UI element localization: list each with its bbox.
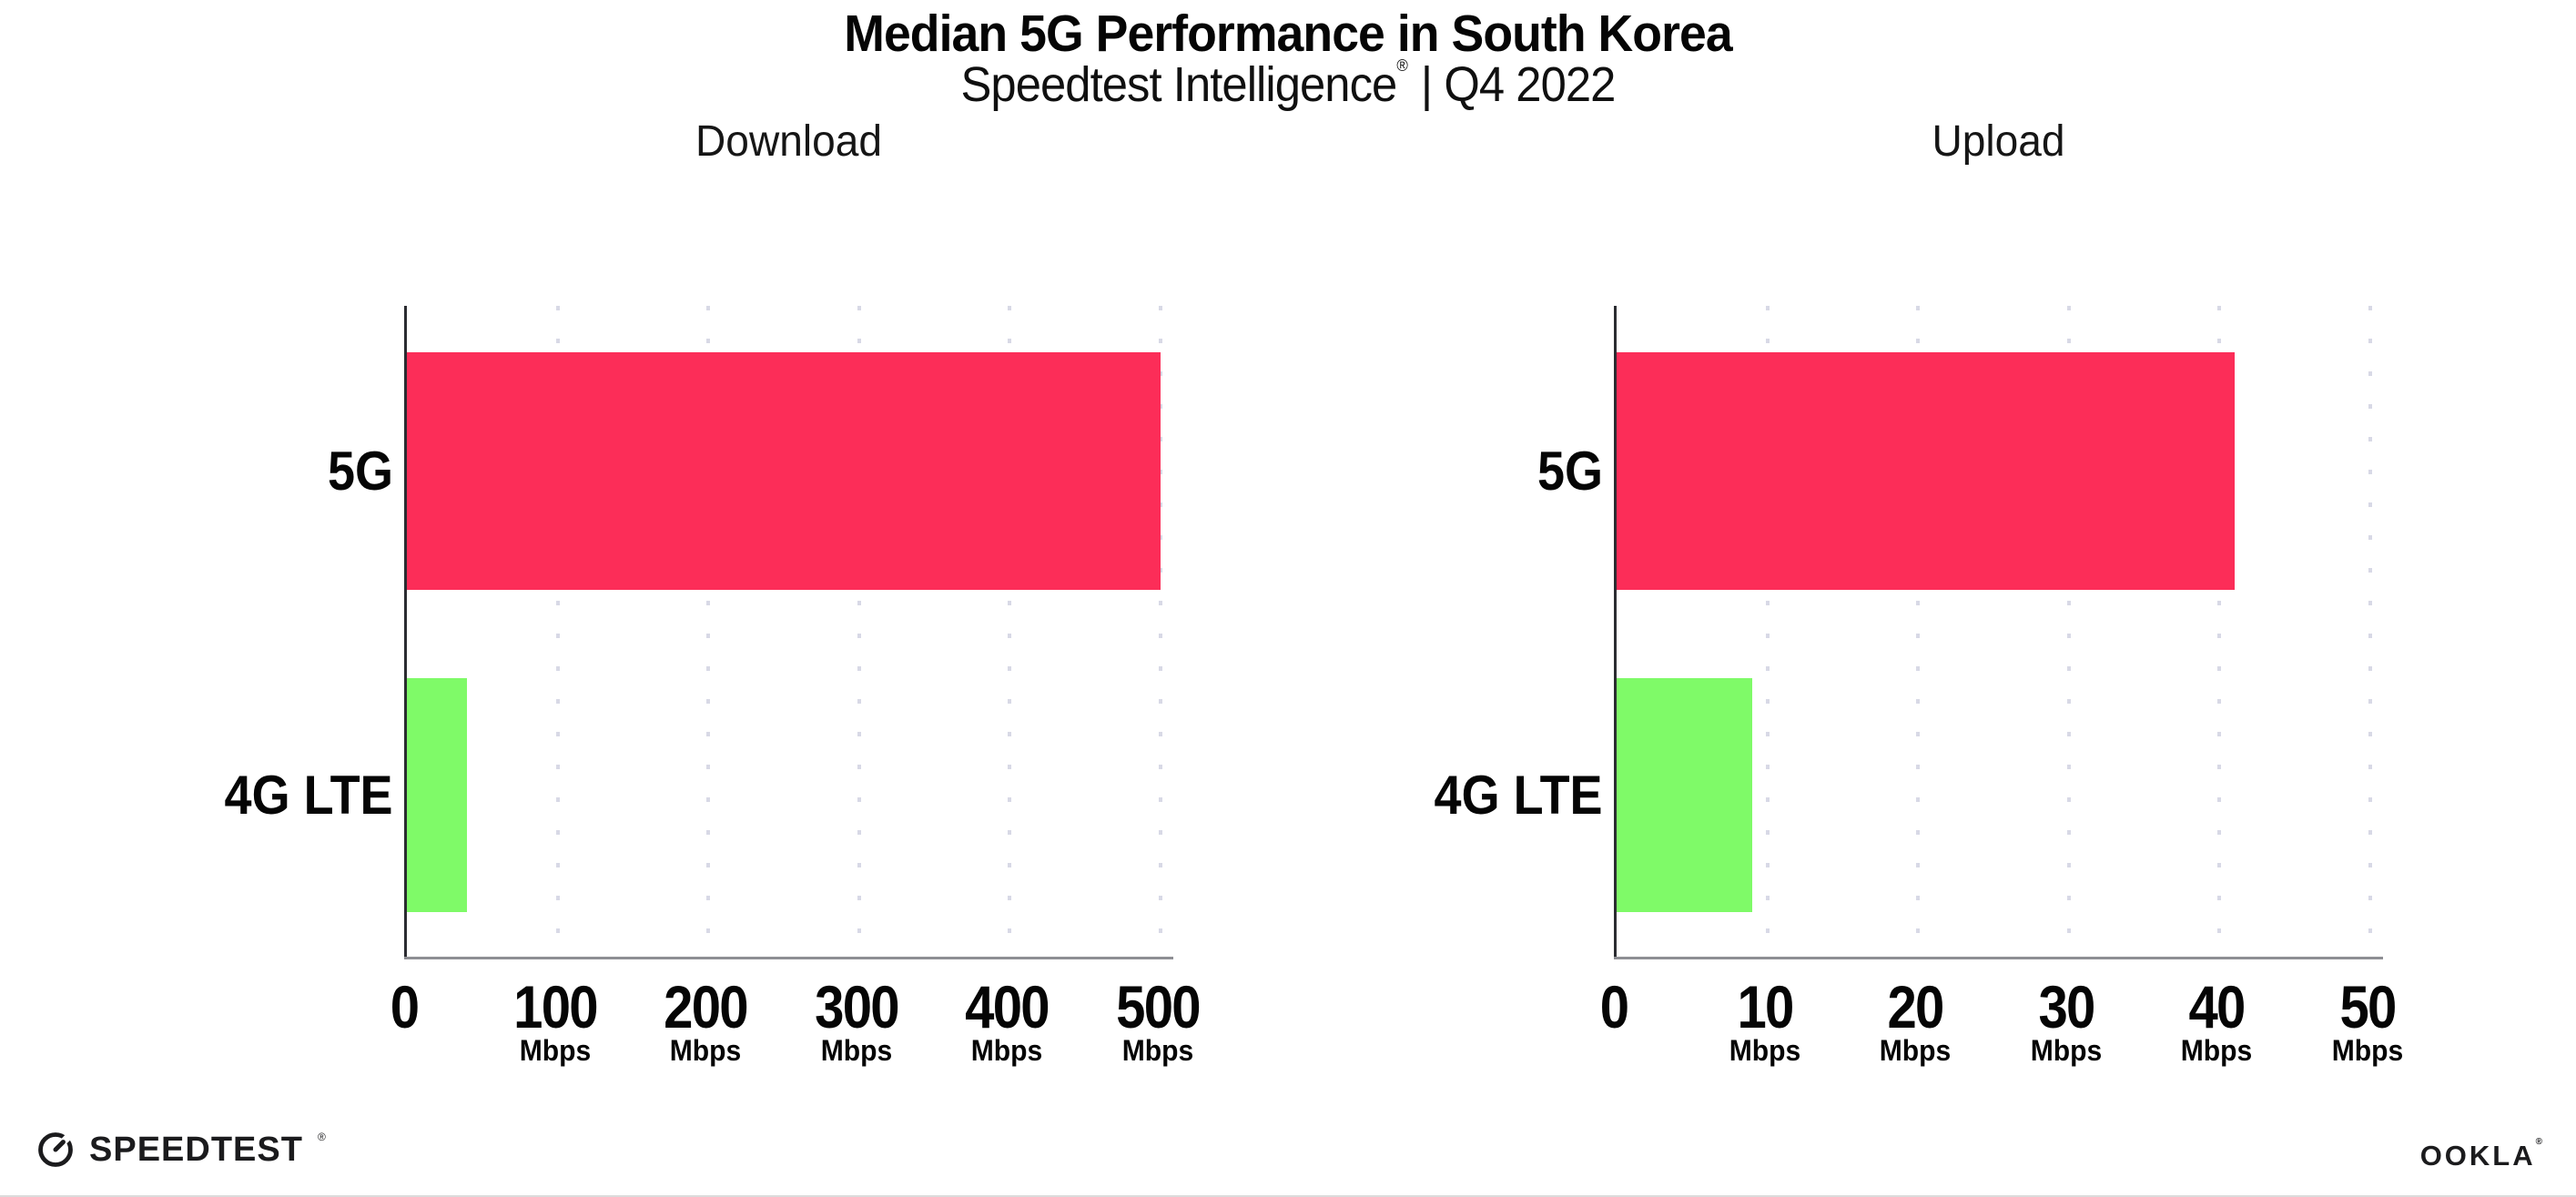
gridline-30 bbox=[2066, 306, 2071, 958]
gridline-50 bbox=[2368, 306, 2372, 958]
gridline-100 bbox=[555, 306, 560, 958]
gridline-500 bbox=[1159, 306, 1162, 958]
x-tick-value: 100 bbox=[512, 973, 598, 1040]
gridline-40 bbox=[2217, 306, 2222, 958]
x-tick-unit: Mbps bbox=[971, 1034, 1043, 1067]
gridline-20 bbox=[1916, 306, 1921, 958]
subtitle-period: | Q4 2022 bbox=[1420, 57, 1617, 112]
x-tick-value: 10 bbox=[1737, 973, 1794, 1040]
ookla-logo: OOKLA® bbox=[2419, 1136, 2545, 1172]
x-tick-download-0: 0 bbox=[389, 972, 421, 1041]
x-tick-download-100: 100 Mbps bbox=[508, 972, 603, 1068]
x-tick-value: 200 bbox=[664, 973, 748, 1040]
x-axis-download: 0 100 Mbps 200 Mbps 300 Mbps 400 Mbps 500 Mbps bbox=[390, 972, 1202, 1100]
bar-download-5g bbox=[407, 352, 1161, 590]
x-tick-upload-20: 20 Mbps bbox=[1877, 972, 1953, 1068]
page-subtitle: Speedtest Intelligence® | Q4 2022 bbox=[77, 56, 2499, 113]
x-tick-value: 30 bbox=[2038, 973, 2095, 1040]
download-chart-title: Download bbox=[695, 117, 882, 166]
plot-area-download bbox=[404, 306, 1173, 959]
x-tick-value: 400 bbox=[965, 973, 1050, 1040]
speedtest-wordmark: SPEEDTEST bbox=[89, 1130, 303, 1169]
speedtest-gauge-icon bbox=[38, 1131, 74, 1167]
x-tick-value: 20 bbox=[1887, 973, 1945, 1040]
x-tick-upload-30: 30 Mbps bbox=[2028, 972, 2104, 1068]
bar-download-4g-lte bbox=[407, 678, 468, 912]
x-tick-unit: Mbps bbox=[1879, 1034, 1952, 1067]
registered-trademark-mark: ® bbox=[1396, 56, 1407, 75]
x-tick-unit: Mbps bbox=[2030, 1034, 2103, 1067]
page-title: Median 5G Performance in South Korea bbox=[844, 5, 1732, 63]
x-tick-upload-0: 0 bbox=[1598, 972, 1630, 1041]
x-tick-unit: Mbps bbox=[669, 1034, 742, 1067]
gridline-200 bbox=[706, 306, 711, 958]
bar-upload-4g-lte bbox=[1617, 678, 1753, 912]
x-tick-upload-40: 40 Mbps bbox=[2179, 972, 2256, 1068]
category-label-5g-download: 5G bbox=[327, 441, 393, 502]
x-tick-upload-10: 10 Mbps bbox=[1727, 972, 1803, 1068]
x-tick-unit: Mbps bbox=[2331, 1034, 2404, 1067]
x-tick-unit: Mbps bbox=[1121, 1034, 1194, 1067]
x-tick-value: 40 bbox=[2188, 973, 2246, 1040]
x-tick-value: 50 bbox=[2339, 973, 2397, 1040]
subtitle-brand: Speedtest Intelligence bbox=[960, 57, 1398, 112]
speedtest-registered-mark: ® bbox=[317, 1131, 326, 1143]
x-tick-value: 0 bbox=[390, 973, 420, 1040]
category-label-4g-lte-download: 4G LTE bbox=[224, 765, 393, 826]
speedtest-logo: SPEEDTEST ® bbox=[35, 1129, 326, 1171]
x-tick-unit: Mbps bbox=[519, 1034, 591, 1067]
ookla-wordmark: OOKLA bbox=[2419, 1140, 2536, 1172]
category-label-5g-upload: 5G bbox=[1536, 441, 1603, 502]
upload-chart-title: Upload bbox=[1932, 117, 2065, 166]
x-tick-download-300: 300 Mbps bbox=[809, 972, 904, 1068]
x-tick-upload-50: 50 Mbps bbox=[2329, 972, 2406, 1068]
gridline-10 bbox=[1765, 306, 1770, 958]
x-tick-unit: Mbps bbox=[2181, 1034, 2253, 1067]
bar-upload-5g bbox=[1617, 352, 2235, 590]
x-tick-download-500: 500 Mbps bbox=[1111, 972, 1205, 1068]
x-tick-value: 500 bbox=[1116, 973, 1201, 1040]
category-label-4g-lte-upload: 4G LTE bbox=[1434, 765, 1603, 826]
x-tick-unit: Mbps bbox=[820, 1034, 893, 1067]
plot-area-upload bbox=[1614, 306, 2383, 959]
x-tick-download-200: 200 Mbps bbox=[658, 972, 753, 1068]
gridline-400 bbox=[1008, 306, 1012, 958]
x-axis-upload: 0 10 Mbps 20 Mbps 30 Mbps 40 Mbps 50 Mbps bbox=[1600, 972, 2404, 1100]
x-tick-unit: Mbps bbox=[1729, 1034, 1800, 1067]
x-tick-download-400: 400 Mbps bbox=[959, 972, 1054, 1068]
gridline-300 bbox=[857, 306, 861, 958]
x-tick-value: 0 bbox=[1599, 973, 1629, 1040]
ookla-registered-mark: ® bbox=[2535, 1136, 2545, 1147]
x-tick-value: 300 bbox=[814, 973, 899, 1040]
